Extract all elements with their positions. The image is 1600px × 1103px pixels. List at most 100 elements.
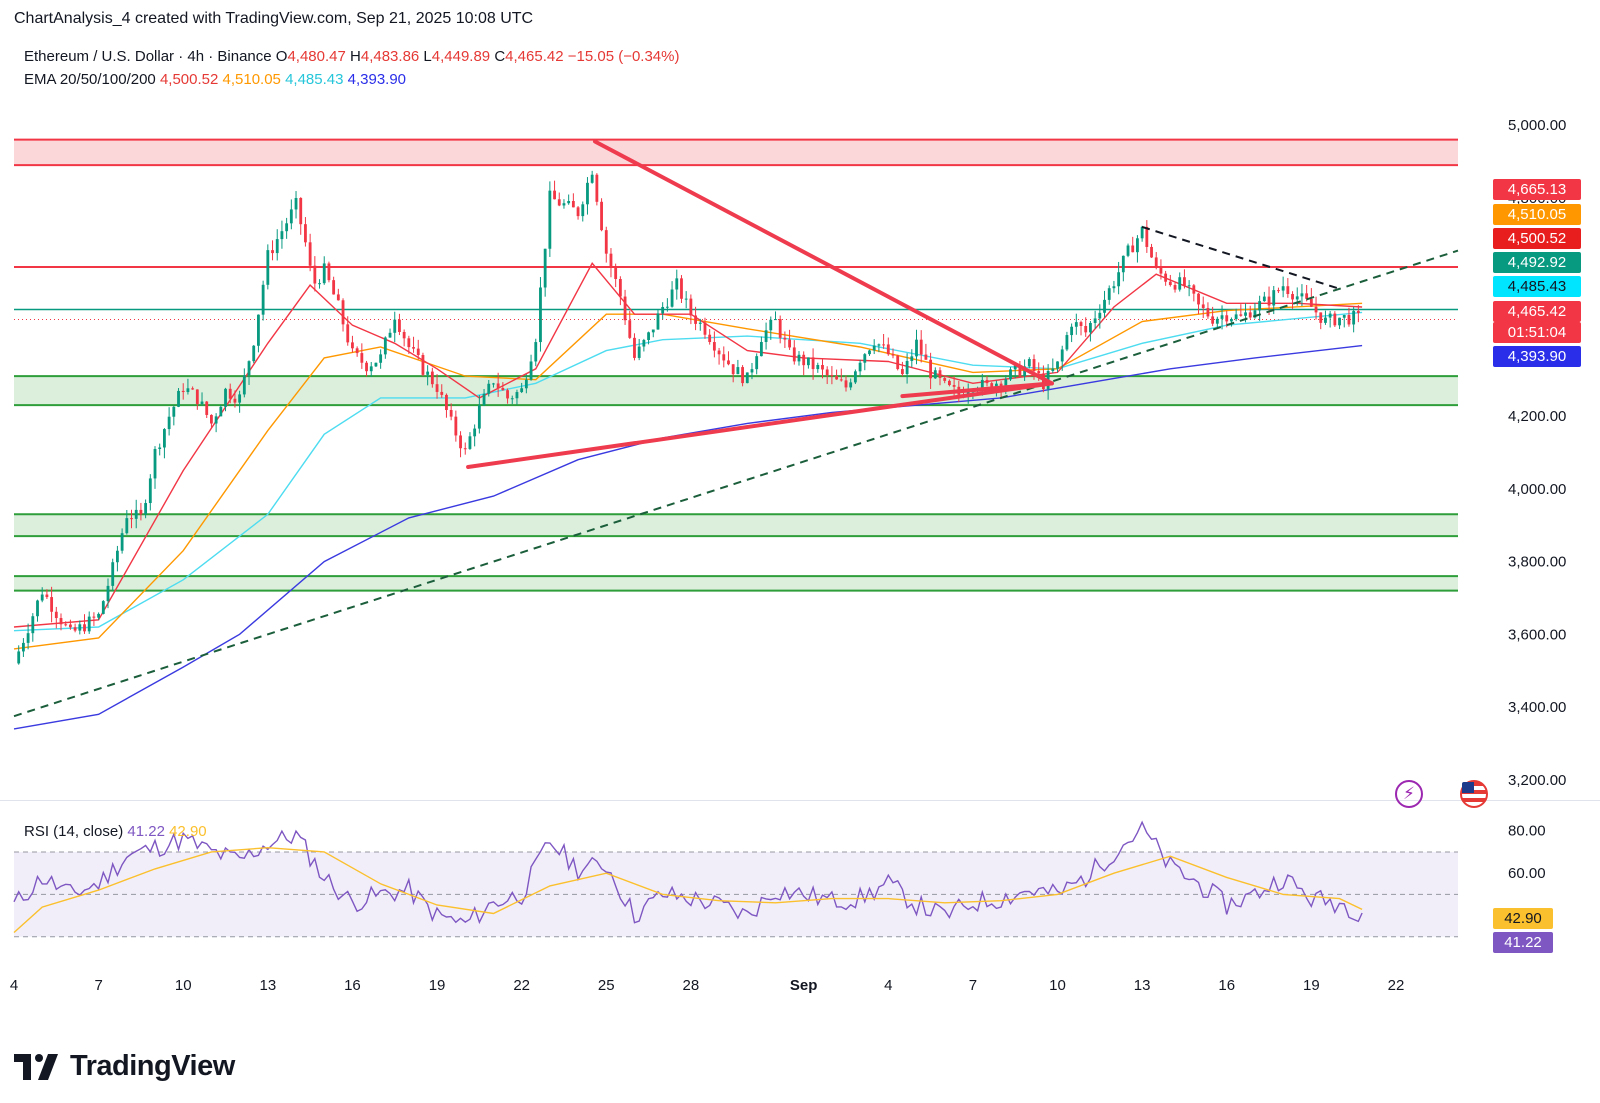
candle-body: [120, 533, 124, 551]
candle-body: [731, 364, 735, 375]
candle-body: [929, 359, 933, 379]
candle-body: [1342, 315, 1346, 318]
candle-body: [952, 385, 956, 387]
candle-body: [318, 283, 321, 285]
candle-body: [1098, 312, 1102, 319]
candle-body: [1300, 293, 1304, 297]
symbol-name[interactable]: Ethereum / U.S. Dollar · 4h · Binance: [24, 48, 272, 65]
candle-body: [355, 348, 359, 354]
candle-body: [1042, 373, 1045, 390]
candle-body: [1164, 273, 1168, 282]
candle-body: [487, 383, 491, 394]
candle-body: [1051, 368, 1055, 372]
candle-body: [463, 448, 467, 450]
candle-body: [1103, 299, 1106, 313]
candle-body: [402, 332, 406, 339]
price-tag: 4,510.05: [1493, 204, 1581, 225]
rsi-ma-value: 42.90: [169, 823, 207, 840]
candle-body: [689, 298, 693, 316]
candle-body: [712, 342, 716, 351]
candle-body: [910, 356, 914, 361]
candle-body: [1192, 285, 1196, 294]
candle-body: [1126, 245, 1130, 256]
rsi-value: 41.22: [127, 823, 165, 840]
x-tick-label: 19: [429, 977, 446, 994]
candle-body: [1178, 277, 1182, 290]
x-tick-label: 25: [598, 977, 615, 994]
us-flag-icon[interactable]: [1460, 780, 1488, 808]
candle-body: [614, 267, 618, 280]
candle-body: [1220, 315, 1224, 319]
candle-body: [181, 390, 185, 393]
ema-label[interactable]: EMA 20/50/100/200: [24, 71, 156, 88]
candle-body: [722, 354, 726, 361]
candle-body: [1206, 307, 1210, 317]
candle-body: [54, 611, 58, 619]
price-chart[interactable]: 3,200.00 3,400.00 3,600.00 3,800.00 4,000.00…: [0, 0, 1600, 830]
support-zone-2: [14, 576, 1458, 591]
candle-body: [1234, 314, 1238, 320]
x-tick-label: 10: [1049, 977, 1066, 994]
candle-body: [158, 447, 162, 450]
candle-body: [802, 354, 806, 366]
candle-body: [675, 278, 679, 290]
candle-body: [1023, 366, 1027, 377]
candle-body: [510, 398, 514, 400]
x-tick-label: 19: [1303, 977, 1320, 994]
candle-body: [788, 339, 791, 348]
candle-body: [637, 346, 641, 358]
candle-body: [755, 356, 759, 370]
lightning-icon[interactable]: ⚡: [1395, 780, 1423, 808]
rsi-line: [13, 820, 1363, 925]
rsi-chart[interactable]: 4 7 10 13 16 19 22 25 28 Sep 4 7 10 13 16 19 22 60.00 80.0…: [0, 800, 1600, 1080]
candle-body: [543, 248, 547, 288]
candle-body: [863, 354, 867, 363]
dashed-uptrend-line: [13, 249, 1459, 718]
high-label: H: [350, 48, 361, 65]
candle-body: [1324, 317, 1327, 323]
tradingview-logo[interactable]: TradingView: [14, 1050, 235, 1083]
ema50-value: 4,510.05: [222, 71, 281, 88]
candle-body: [308, 242, 312, 266]
candle-body: [1333, 313, 1337, 326]
candle-body: [900, 369, 904, 375]
candle-body: [1145, 226, 1149, 247]
y-tick-label: 3,200.00: [1508, 772, 1566, 789]
rsi-ma-line: [13, 846, 1363, 934]
candle-body: [59, 618, 63, 625]
support-zone-1: [14, 514, 1458, 537]
candle-body: [844, 380, 848, 388]
candle-body: [1032, 359, 1036, 372]
candle-body: [1009, 369, 1012, 380]
candle-body: [825, 369, 829, 376]
candle-body: [172, 406, 176, 417]
y-tick-label: 4,200.00: [1508, 408, 1566, 425]
ema100-line: [13, 311, 1363, 632]
candle-body: [125, 518, 129, 534]
rsi-tag: 42.90: [1493, 908, 1553, 929]
candle-body: [1262, 296, 1266, 302]
rsi-label[interactable]: RSI (14, close): [24, 823, 124, 840]
dashed-downtrend-line: [1141, 225, 1340, 290]
candle-body: [167, 416, 171, 430]
candle-body: [261, 284, 265, 315]
candle-body: [1065, 335, 1069, 350]
candle-body: [1215, 318, 1219, 324]
candle-body: [45, 594, 49, 598]
candle-body: [774, 319, 777, 321]
candle-body: [322, 263, 326, 284]
price-tag: 4,492.92: [1493, 252, 1581, 273]
x-tick-label: 10: [175, 977, 192, 994]
candle-body: [200, 401, 204, 404]
x-tick-label: 13: [1134, 977, 1151, 994]
candle-body: [647, 332, 650, 341]
candle-body: [1309, 298, 1313, 307]
candle-body: [445, 394, 448, 410]
candle-body: [515, 392, 519, 399]
candle-body: [134, 509, 138, 519]
candle-body: [1121, 255, 1125, 273]
candle-body: [938, 370, 942, 378]
candle-body: [1084, 326, 1088, 333]
candle-body: [214, 416, 218, 424]
candle-body: [1225, 315, 1229, 322]
